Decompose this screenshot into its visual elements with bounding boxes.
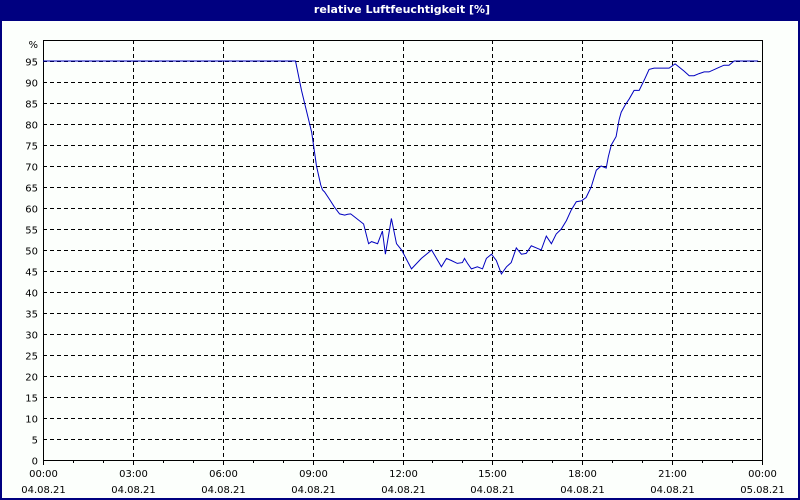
x-tick-date: 05.08.21 bbox=[740, 485, 785, 496]
x-tick-time: 09:00 bbox=[299, 469, 328, 480]
y-tick-label: 35 bbox=[25, 310, 38, 321]
y-tick-label: 25 bbox=[25, 352, 38, 363]
y-axis-ticks: 0 5 10 15 20 25 30 35 40 45 50 55 60 65 70 75 80 85 90 95% bbox=[25, 40, 38, 468]
axes bbox=[43, 40, 763, 465]
y-tick-label: 60 bbox=[25, 205, 38, 216]
y-tick-label: 45 bbox=[25, 268, 38, 279]
humidity-series-line bbox=[43, 60, 759, 275]
y-tick-label: 10 bbox=[25, 415, 38, 426]
x-tick-time: 18:00 bbox=[568, 469, 597, 480]
x-tick-time: 21:00 bbox=[658, 469, 687, 480]
y-tick-label: 5 bbox=[32, 436, 38, 447]
y-tick-label: 15 bbox=[25, 394, 38, 405]
y-tick-label: 80 bbox=[25, 121, 38, 132]
y-tick-label: 50 bbox=[25, 247, 38, 258]
y-tick-label: 65 bbox=[25, 184, 38, 195]
x-tick-date: 04.08.21 bbox=[111, 485, 156, 496]
y-tick-label: 55 bbox=[25, 226, 38, 237]
y-unit-label: % bbox=[28, 40, 38, 51]
x-tick-time: 00:00 bbox=[748, 469, 777, 480]
x-tick-time: 15:00 bbox=[478, 469, 507, 480]
y-tick-label: 90 bbox=[25, 79, 38, 90]
x-tick-time: 06:00 bbox=[209, 469, 238, 480]
chart-title: relative Luftfeuchtigkeit [%] bbox=[2, 0, 800, 21]
x-tick-date: 04.08.21 bbox=[201, 485, 246, 496]
y-tick-label: 20 bbox=[25, 373, 38, 384]
x-tick-time: 00:00 bbox=[29, 469, 58, 480]
x-tick-time: 03:00 bbox=[119, 469, 148, 480]
x-tick-date: 04.08.21 bbox=[291, 485, 336, 496]
x-tick-date: 04.08.21 bbox=[381, 485, 426, 496]
y-tick-label: 70 bbox=[25, 163, 38, 174]
y-tick-label: 30 bbox=[25, 331, 38, 342]
grid-lines bbox=[43, 40, 762, 460]
x-tick-date: 04.08.21 bbox=[21, 485, 66, 496]
y-tick-label: 0 bbox=[32, 457, 38, 468]
y-tick-label: 95 bbox=[25, 58, 38, 69]
y-tick-label: 85 bbox=[25, 100, 38, 111]
x-tick-time: 12:00 bbox=[389, 469, 418, 480]
x-tick-date: 04.08.21 bbox=[650, 485, 695, 496]
x-tick-date: 04.08.21 bbox=[560, 485, 605, 496]
x-tick-date: 04.08.21 bbox=[470, 485, 515, 496]
x-axis-ticks: 00:00 04.08.21 03:00 04.08.21 06:00 04.08.21 0… bbox=[21, 469, 785, 496]
y-tick-label: 75 bbox=[25, 142, 38, 153]
y-tick-label: 40 bbox=[25, 289, 38, 300]
